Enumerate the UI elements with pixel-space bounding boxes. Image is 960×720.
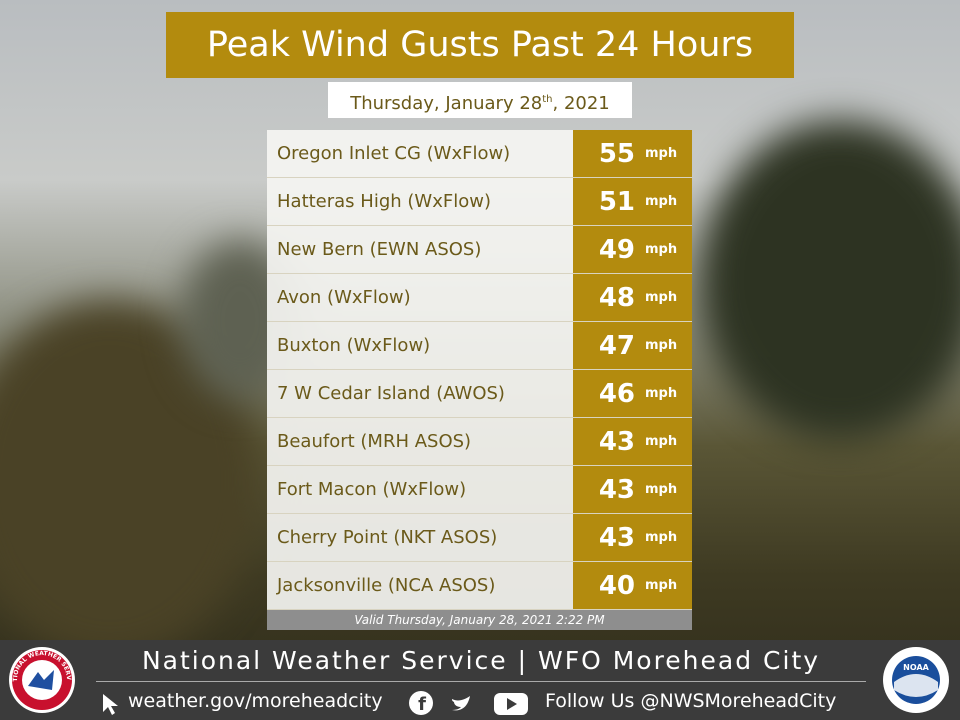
valid-time: Valid Thursday, January 28, 2021 2:22 PM [267,610,692,630]
station-name: Hatteras High (WxFlow) [267,178,573,225]
gust-cell: 48 mph [573,274,692,321]
social-handle[interactable]: Follow Us @NWSMoreheadCity [545,690,837,712]
gust-cell: 43 mph [573,466,692,513]
noaa-logo: NOAA [883,647,949,713]
station-name: Buxton (WxFlow) [267,322,573,369]
background-trees [700,120,960,440]
gust-cell: 51 mph [573,178,692,225]
gust-unit: mph [645,530,678,545]
station-name: Oregon Inlet CG (WxFlow) [267,130,573,177]
table-row: Hatteras High (WxFlow) 51 mph [267,178,692,226]
divider [96,681,866,682]
gust-unit: mph [645,338,678,353]
station-name: New Bern (EWN ASOS) [267,226,573,273]
station-name: 7 W Cedar Island (AWOS) [267,370,573,417]
noaa-logo-text: NOAA [903,663,929,672]
cursor-icon [103,694,118,715]
table-row: New Bern (EWN ASOS) 49 mph [267,226,692,274]
gust-value: 43 [598,426,635,457]
office-name: National Weather Service | WFO Morehead … [141,646,821,675]
gust-unit: mph [645,290,678,305]
table-row: Fort Macon (WxFlow) 43 mph [267,466,692,514]
station-name: Avon (WxFlow) [267,274,573,321]
gust-value: 47 [598,330,635,361]
table-row: Oregon Inlet CG (WxFlow) 55 mph [267,130,692,178]
gust-cell: 49 mph [573,226,692,273]
gust-unit: mph [645,242,678,257]
station-name: Cherry Point (NKT ASOS) [267,514,573,561]
table-row: 7 W Cedar Island (AWOS) 46 mph [267,370,692,418]
gust-value: 43 [598,474,635,505]
date-suffix: th [542,94,553,105]
website[interactable]: weather.gov/moreheadcity [128,690,383,712]
gust-unit: mph [645,578,678,593]
gust-value: 51 [598,186,635,217]
title: Peak Wind Gusts Past 24 Hours [166,12,794,78]
gust-table: Oregon Inlet CG (WxFlow) 55 mph Hatteras Hi… [267,130,692,630]
gust-cell: 47 mph [573,322,692,369]
gust-unit: mph [645,434,678,449]
gust-value: 49 [598,234,635,265]
gust-value: 40 [598,570,635,601]
gust-value: 43 [598,522,635,553]
gust-unit: mph [645,194,678,209]
table-row: Buxton (WxFlow) 47 mph [267,322,692,370]
gust-cell: 43 mph [573,418,692,465]
footer: NATIONAL WEATHER SERVICE National Weathe… [0,640,960,720]
date-year: , 2021 [552,93,610,114]
gust-cell: 43 mph [573,514,692,561]
table-row: Jacksonville (NCA ASOS) 40 mph [267,562,692,610]
date: Thursday, January 28th, 2021 [328,82,632,118]
social-icons: f [409,691,528,715]
table-row: Beaufort (MRH ASOS) 43 mph [267,418,692,466]
table-row: Cherry Point (NKT ASOS) 43 mph [267,514,692,562]
station-name: Beaufort (MRH ASOS) [267,418,573,465]
station-name: Fort Macon (WxFlow) [267,466,573,513]
nws-logo: NATIONAL WEATHER SERVICE [8,646,75,713]
gust-unit: mph [645,146,678,161]
date-text: Thursday, January 28 [350,93,543,114]
gust-value: 46 [598,378,635,409]
gust-unit: mph [645,386,678,401]
gust-value: 48 [598,282,635,313]
svg-text:f: f [418,694,426,715]
table-rows: Oregon Inlet CG (WxFlow) 55 mph Hatteras Hi… [267,130,692,610]
gust-value: 55 [598,138,635,169]
station-name: Jacksonville (NCA ASOS) [267,562,573,609]
gust-cell: 46 mph [573,370,692,417]
gust-unit: mph [645,482,678,497]
table-row: Avon (WxFlow) 48 mph [267,274,692,322]
gust-cell: 55 mph [573,130,692,177]
gust-cell: 40 mph [573,562,692,609]
